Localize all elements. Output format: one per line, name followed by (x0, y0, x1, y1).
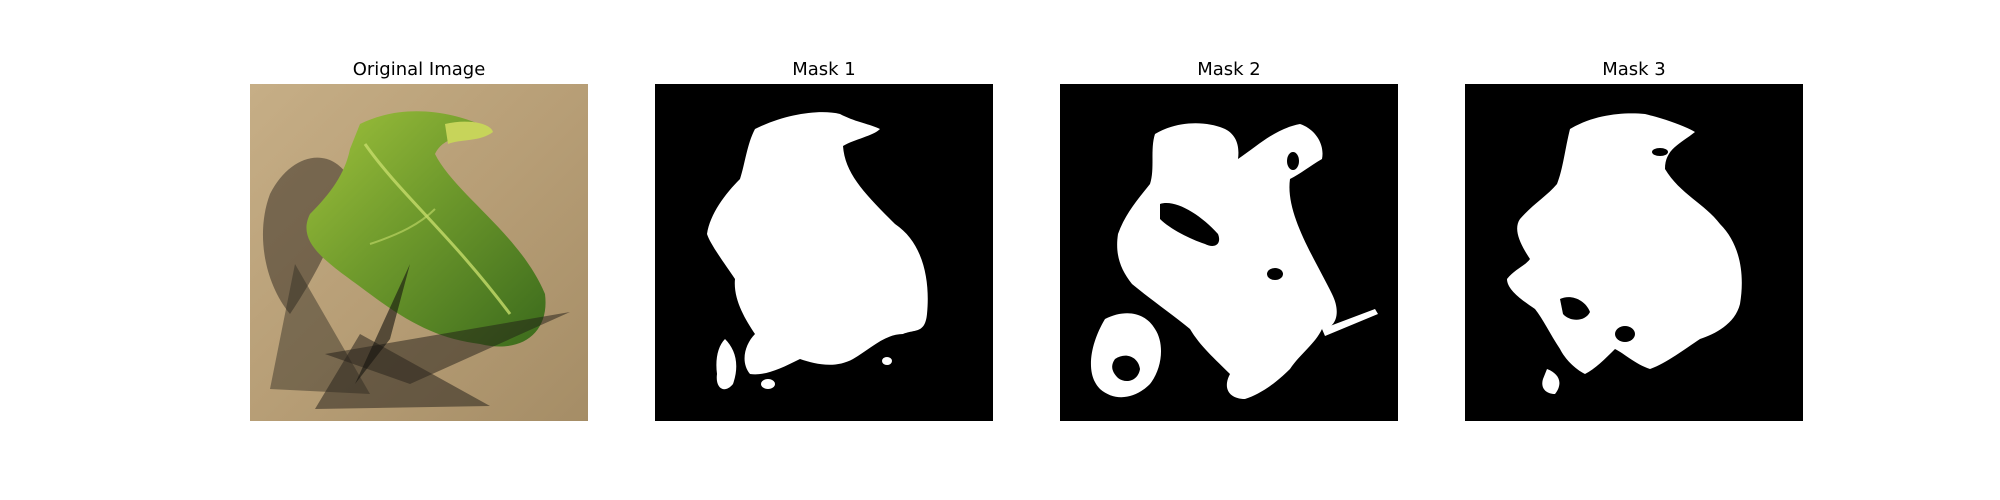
original-image (250, 84, 588, 421)
leaf-tip (445, 121, 493, 144)
shadow-triangle-spike (355, 264, 410, 384)
leaf-vein (363, 143, 512, 315)
mask-1 (655, 84, 993, 421)
mask-2 (1060, 84, 1398, 421)
mask-2-image (1060, 84, 1398, 421)
panel-title: Mask 3 (1602, 59, 1666, 80)
panel-title: Mask 2 (1197, 59, 1261, 80)
leaf-photo (250, 84, 588, 421)
panel-title: Mask 1 (792, 59, 856, 80)
shadow-triangle-bottom (315, 334, 490, 409)
panel-title: Original Image (352, 59, 486, 80)
mask-1-image (655, 84, 993, 421)
mask-3 (1465, 84, 1803, 421)
mask-2-region (1117, 123, 1337, 399)
leaf (306, 111, 546, 347)
mask-3-image (1465, 84, 1803, 421)
mask-1-region (707, 112, 928, 375)
